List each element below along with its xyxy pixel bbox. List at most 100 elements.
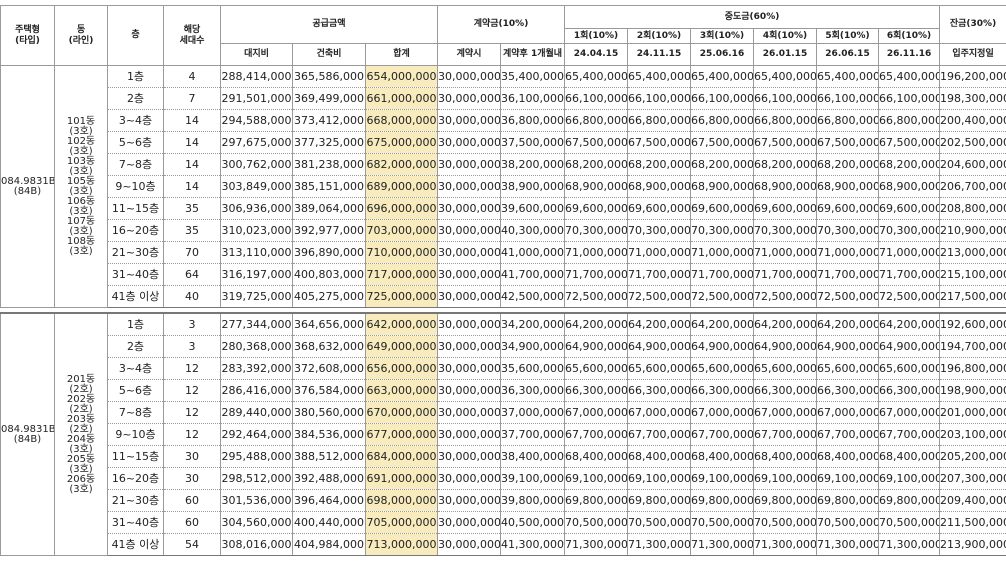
- amount-cell: 67,000,000: [879, 402, 940, 424]
- amount-cell: 67,700,000: [817, 424, 879, 446]
- price-table: 주택형 (타입) 동 (라인) 층 해당 세대수 공급금액 계약금(10%) 중…: [0, 5, 1006, 556]
- amount-cell: 64,200,000: [754, 313, 817, 336]
- floor-cell: 21~30층: [108, 242, 164, 264]
- amount-cell: 67,700,000: [565, 424, 628, 446]
- amount-cell: 37,000,000: [501, 402, 565, 424]
- amount-cell: 42,500,000: [501, 286, 565, 308]
- floor-cell: 16~20층: [108, 220, 164, 242]
- amount-cell: 365,586,000: [293, 66, 366, 88]
- amount-cell: 377,325,000: [293, 132, 366, 154]
- amount-cell: 30,000,000: [438, 468, 501, 490]
- units-cell: 30: [164, 446, 221, 468]
- amount-cell: 65,600,000: [817, 358, 879, 380]
- amount-cell: 663,000,000: [366, 380, 438, 402]
- table-body: 084.9831B (84B)101동 (3호) 102동 (3호) 103동 …: [1, 66, 1006, 556]
- amount-cell: 70,500,000: [817, 512, 879, 534]
- amount-cell: 65,400,000: [879, 66, 940, 88]
- amount-cell: 69,600,000: [817, 198, 879, 220]
- amount-cell: 192,600,000: [940, 313, 1006, 336]
- amount-cell: 200,400,000: [940, 110, 1006, 132]
- floor-cell: 1층: [108, 66, 164, 88]
- amount-cell: 67,700,000: [754, 424, 817, 446]
- amount-cell: 677,000,000: [366, 424, 438, 446]
- amount-cell: 67,000,000: [817, 402, 879, 424]
- amount-cell: 656,000,000: [366, 358, 438, 380]
- units-cell: 40: [164, 286, 221, 308]
- amount-cell: 36,100,000: [501, 88, 565, 110]
- units-cell: 14: [164, 176, 221, 198]
- amount-cell: 198,300,000: [940, 88, 1006, 110]
- amount-cell: 37,500,000: [501, 132, 565, 154]
- amount-cell: 205,200,000: [940, 446, 1006, 468]
- floor-cell: 9~10층: [108, 176, 164, 198]
- amount-cell: 66,100,000: [754, 88, 817, 110]
- units-cell: 35: [164, 198, 221, 220]
- amount-cell: 30,000,000: [438, 220, 501, 242]
- header-cell: 6회(10%): [879, 29, 940, 44]
- amount-cell: 649,000,000: [366, 336, 438, 358]
- amount-cell: 71,000,000: [565, 242, 628, 264]
- floor-cell: 7~8층: [108, 154, 164, 176]
- floor-cell: 9~10층: [108, 424, 164, 446]
- amount-cell: 71,000,000: [817, 242, 879, 264]
- amount-cell: 72,500,000: [628, 286, 691, 308]
- amount-cell: 294,588,000: [221, 110, 293, 132]
- floor-cell: 11~15층: [108, 446, 164, 468]
- amount-cell: 64,900,000: [754, 336, 817, 358]
- amount-cell: 69,800,000: [565, 490, 628, 512]
- amount-cell: 72,500,000: [754, 286, 817, 308]
- table-header: 주택형 (타입) 동 (라인) 층 해당 세대수 공급금액 계약금(10%) 중…: [1, 6, 1006, 66]
- amount-cell: 35,400,000: [501, 66, 565, 88]
- amount-cell: 39,800,000: [501, 490, 565, 512]
- amount-cell: 30,000,000: [438, 446, 501, 468]
- header-cell: 중도금(60%): [565, 6, 940, 29]
- amount-cell: 313,110,000: [221, 242, 293, 264]
- amount-cell: 35,600,000: [501, 358, 565, 380]
- amount-cell: 385,151,000: [293, 176, 366, 198]
- page: {"header": {"type": "주택형\n(타입)", "dong":…: [0, 5, 1006, 573]
- type-cell: 084.9831B (84B): [1, 313, 55, 556]
- amount-cell: 30,000,000: [438, 380, 501, 402]
- amount-cell: 64,900,000: [691, 336, 754, 358]
- amount-cell: 69,600,000: [879, 198, 940, 220]
- amount-cell: 71,300,000: [691, 534, 754, 556]
- amount-cell: 69,800,000: [817, 490, 879, 512]
- amount-cell: 68,200,000: [628, 154, 691, 176]
- amount-cell: 66,800,000: [628, 110, 691, 132]
- amount-cell: 41,300,000: [501, 534, 565, 556]
- amount-cell: 30,000,000: [438, 313, 501, 336]
- amount-cell: 66,300,000: [565, 380, 628, 402]
- amount-cell: 30,000,000: [438, 198, 501, 220]
- amount-cell: 65,400,000: [565, 66, 628, 88]
- amount-cell: 70,300,000: [691, 220, 754, 242]
- amount-cell: 71,000,000: [754, 242, 817, 264]
- amount-cell: 68,900,000: [817, 176, 879, 198]
- amount-cell: 696,000,000: [366, 198, 438, 220]
- amount-cell: 64,200,000: [691, 313, 754, 336]
- amount-cell: 30,000,000: [438, 402, 501, 424]
- amount-cell: 277,344,000: [221, 313, 293, 336]
- amount-cell: 69,100,000: [691, 468, 754, 490]
- units-cell: 70: [164, 242, 221, 264]
- amount-cell: 30,000,000: [438, 110, 501, 132]
- amount-cell: 396,890,000: [293, 242, 366, 264]
- header-cell: 25.06.16: [691, 44, 754, 66]
- amount-cell: 70,300,000: [754, 220, 817, 242]
- amount-cell: 30,000,000: [438, 264, 501, 286]
- amount-cell: 72,500,000: [879, 286, 940, 308]
- amount-cell: 70,300,000: [879, 220, 940, 242]
- amount-cell: 67,500,000: [565, 132, 628, 154]
- amount-cell: 288,414,000: [221, 66, 293, 88]
- amount-cell: 66,300,000: [817, 380, 879, 402]
- amount-cell: 198,900,000: [940, 380, 1006, 402]
- amount-cell: 68,400,000: [879, 446, 940, 468]
- amount-cell: 30,000,000: [438, 154, 501, 176]
